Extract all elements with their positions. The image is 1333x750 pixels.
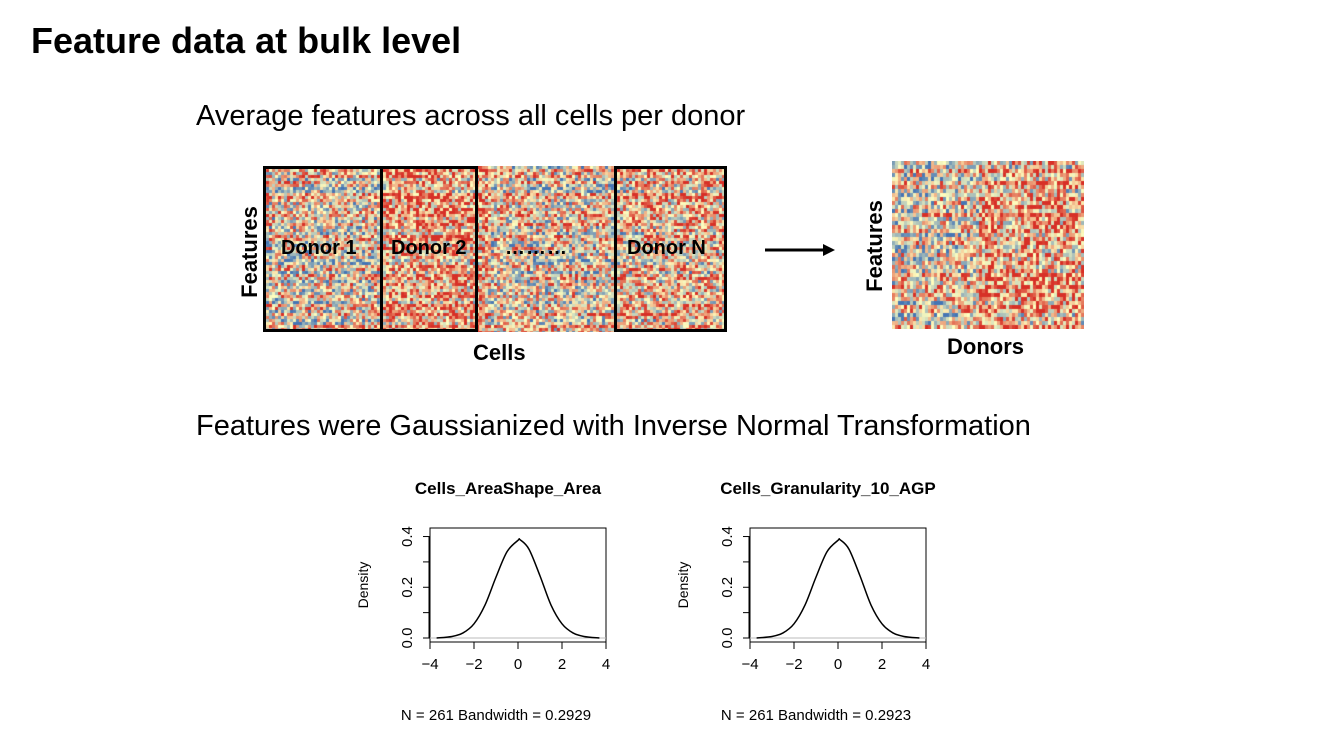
density-curve	[436, 538, 600, 639]
density-curve	[756, 538, 920, 639]
x-tick-label: 2	[878, 656, 886, 673]
cells-heatmap-y-label: Features	[237, 206, 262, 298]
x-tick-label: 0	[514, 656, 522, 673]
x-tick-label: 4	[602, 656, 610, 673]
x-tick-label: 4	[922, 656, 930, 673]
density-plot-svg: Cells_Granularity_10_AGP −4 −2 0 2 4 0.0 0.2 0.4…	[675, 479, 936, 724]
x-tick-label: −2	[465, 656, 482, 673]
donor-2-label: Donor 2	[391, 237, 467, 259]
ellipsis-label: ………	[505, 237, 568, 259]
y-tick-label: 0.4	[719, 526, 736, 547]
density-plot-area: Cells_AreaShape_Area −4 −2 0 2 4 0.0 0.2 0.4 Dens…	[340, 470, 660, 740]
x-axis-label: N = 261 Bandwidth = 0.2923	[721, 707, 911, 724]
x-tick-label: −4	[741, 656, 758, 673]
x-tick-label: −2	[785, 656, 802, 673]
y-axis-label: Density	[675, 562, 691, 609]
x-tick-label: 2	[558, 656, 566, 673]
donor-heatmap	[892, 161, 1084, 329]
density-plot-granularity: Cells_Granularity_10_AGP −4 −2 0 2 4 0.0 0.2 0.4…	[660, 470, 980, 740]
y-tick-label: 0.4	[399, 526, 416, 547]
cells-heatmap	[263, 166, 726, 332]
donor-n-label: Donor N	[627, 237, 706, 259]
plot-frame	[749, 527, 927, 643]
y-tick-label: 0.0	[719, 628, 736, 649]
donor-1-label: Donor 1	[281, 237, 357, 259]
donor-2-box	[380, 166, 478, 332]
cells-heatmap-x-label: Cells	[473, 340, 526, 365]
donor-heatmap-y-label: Features	[862, 200, 887, 292]
x-axis-label: N = 261 Bandwidth = 0.2929	[401, 707, 591, 724]
right-arrow-icon	[765, 244, 835, 256]
donor-n-box	[614, 166, 727, 332]
donor-heatmap-x-label: Donors	[947, 334, 1024, 359]
density-plot-svg: Cells_AreaShape_Area −4 −2 0 2 4 0.0 0.2 0.4 Dens…	[355, 479, 610, 724]
y-tick-label: 0.2	[399, 577, 416, 598]
page-title: Feature data at bulk level	[31, 20, 462, 61]
x-tick-label: −4	[421, 656, 438, 673]
plot-frame	[429, 527, 607, 643]
y-tick-label: 0.2	[719, 577, 736, 598]
subtitle-average-features: Average features across all cells per do…	[196, 100, 746, 132]
x-tick-label: 0	[834, 656, 842, 673]
chart-title: Cells_Granularity_10_AGP	[720, 479, 935, 498]
y-tick-label: 0.0	[399, 628, 416, 649]
chart-title: Cells_AreaShape_Area	[415, 479, 602, 498]
y-axis-label: Density	[355, 562, 371, 609]
subtitle-gaussianized: Features were Gaussianized with Inverse …	[196, 410, 1031, 442]
